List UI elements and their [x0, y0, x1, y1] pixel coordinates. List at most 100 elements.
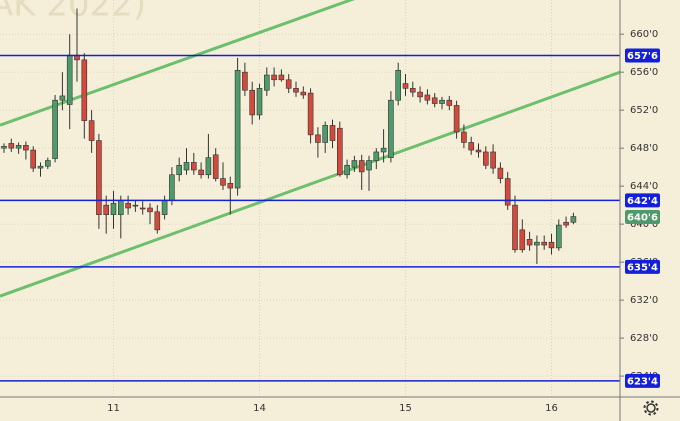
candle-body [570, 216, 577, 223]
candle-body [23, 145, 29, 151]
trendline [0, 0, 355, 127]
candle-body [366, 160, 372, 171]
y-tick-label: 632'0 [630, 295, 658, 306]
candle-body [212, 154, 219, 179]
level-label-box [625, 193, 660, 208]
candle-body [322, 125, 329, 143]
candle-body [139, 207, 146, 210]
y-tick-label: 640'0 [630, 219, 658, 230]
candle-body [519, 229, 526, 251]
candle-body [380, 147, 387, 153]
candle-body [417, 91, 423, 98]
gear-teeth [643, 400, 659, 416]
candle-body [125, 202, 131, 209]
candle-body [453, 105, 460, 133]
x-tick-label: 14 [253, 403, 266, 414]
y-tick-label: 652'0 [630, 105, 658, 116]
candle-body [315, 134, 321, 143]
candle-body [526, 239, 533, 246]
candle-body [431, 97, 438, 104]
x-tick-label: 15 [399, 403, 412, 414]
candle-body [402, 83, 409, 89]
candle-body [336, 127, 343, 176]
candle-body [446, 99, 453, 106]
candle-body [409, 88, 416, 93]
candle-body [475, 149, 482, 153]
candle-body [169, 174, 175, 201]
candle-body [504, 178, 511, 206]
candle-body [329, 125, 336, 141]
candle-body [461, 131, 467, 143]
trendline [0, 70, 621, 298]
candle-body [555, 224, 562, 249]
candle-body [66, 54, 73, 105]
candle-body [52, 99, 58, 159]
candle-body [541, 241, 548, 246]
candle-body [249, 89, 255, 116]
settings-icon[interactable] [643, 400, 659, 416]
gear [646, 403, 656, 413]
candle-body [271, 74, 277, 81]
candle-body [103, 204, 109, 215]
candle-body [30, 149, 37, 169]
candle-body [285, 79, 292, 89]
candle-body [59, 95, 66, 101]
candle-body [8, 143, 15, 149]
candle-body [37, 165, 44, 169]
candle-body [234, 69, 241, 189]
candle-body [132, 204, 139, 207]
candle-body [81, 59, 88, 121]
level-label: 642'4 [627, 196, 658, 207]
candle-body [373, 151, 380, 161]
candle-body [147, 207, 153, 213]
watermark: AK 2022) [0, 0, 146, 25]
candle-body [118, 200, 124, 215]
candle-body [44, 160, 51, 167]
candle-body [263, 74, 270, 91]
level-label-box [625, 48, 660, 63]
candle-body [534, 241, 540, 246]
candle-body [161, 200, 168, 215]
candle-body [183, 162, 190, 171]
candle-body [358, 160, 365, 173]
candle-body [198, 169, 204, 176]
candle-body [205, 157, 212, 176]
level-label: 623'4 [627, 376, 658, 387]
level-label: 635'4 [627, 262, 658, 273]
candle-body [242, 71, 248, 91]
y-tick-label: 648'0 [630, 143, 658, 154]
candle-body [307, 92, 314, 136]
candle-body [154, 211, 161, 231]
candle-body [96, 140, 102, 215]
candle-body [110, 202, 117, 215]
candle-body [191, 162, 197, 171]
candle-body [468, 142, 475, 151]
candle-body [15, 145, 22, 149]
candle-body [176, 164, 182, 176]
candle-body [563, 221, 569, 226]
y-tick-label: 644'0 [630, 181, 658, 192]
level-label: 657'6 [627, 51, 658, 62]
level-label-box [625, 373, 660, 388]
candle-body [351, 160, 358, 168]
candle-body [88, 120, 95, 141]
candle-body [220, 178, 226, 186]
last-price-box [625, 210, 660, 225]
candle-body [482, 151, 489, 166]
candle-body [497, 167, 504, 179]
y-tick-label: 628'0 [630, 333, 658, 344]
candle-body [278, 74, 285, 81]
y-tick-label: 660'0 [630, 29, 658, 40]
y-tick-label: 656'0 [630, 67, 658, 78]
candle-body [227, 183, 234, 189]
candle-body [395, 69, 402, 101]
candle-body [548, 241, 555, 249]
candle-body [293, 88, 299, 93]
level-label-box [625, 259, 660, 274]
candle-body [344, 164, 350, 176]
candle-body [388, 99, 394, 158]
candle-body [1, 145, 7, 149]
candle-body [300, 91, 307, 96]
